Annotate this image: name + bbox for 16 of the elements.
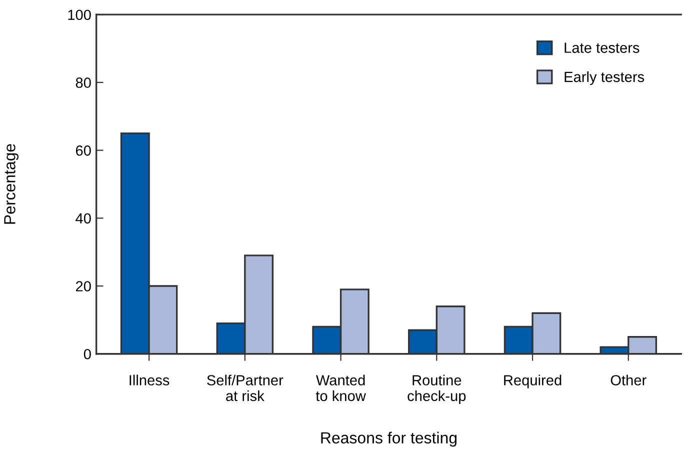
y-tick-label: 40 bbox=[76, 213, 91, 224]
y-tick-label: 20 bbox=[76, 281, 91, 292]
legend-label: Late testers bbox=[564, 42, 640, 53]
x-tick-label: Other bbox=[610, 374, 646, 386]
y-tick-label: 0 bbox=[84, 348, 91, 360]
x-tick-label: Routine check-up bbox=[408, 374, 466, 404]
x-axis-title: Reasons for testing bbox=[321, 432, 456, 447]
y-tick-label: 100 bbox=[68, 10, 91, 20]
y-tick-label: 80 bbox=[76, 78, 91, 88]
x-tick-label: Wanted to know bbox=[316, 374, 366, 402]
x-tick-label: Illness bbox=[130, 374, 170, 386]
x-tick-label: Required bbox=[504, 374, 562, 388]
legend-label: Early testers bbox=[564, 71, 644, 85]
x-tick-label: Self/Partner at risk bbox=[207, 374, 284, 402]
y-axis-title: Percentage bbox=[4, 144, 19, 224]
y-tick-label: 60 bbox=[76, 145, 91, 156]
